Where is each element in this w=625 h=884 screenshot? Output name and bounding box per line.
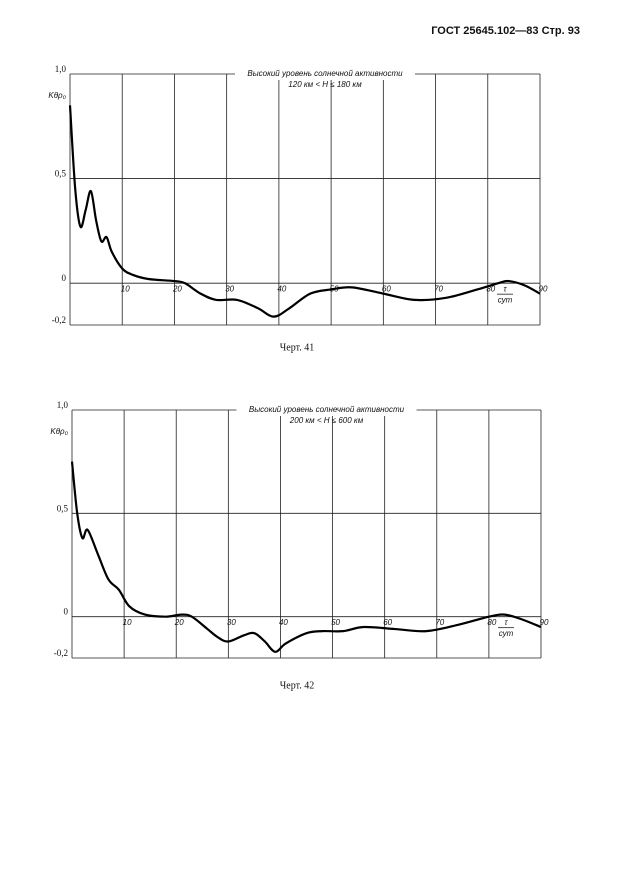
chart-subtitle: 120 км < H ≤ 180 км	[288, 80, 362, 89]
y-axis-label: Kθρ₀	[48, 91, 66, 100]
x-tick-label: 80	[487, 618, 496, 627]
x-tick-label: 30	[225, 284, 234, 293]
data-line	[68, 105, 541, 318]
chart-title: Высокий уровень солнечной активности	[247, 69, 403, 78]
x-tick-label: 20	[174, 618, 184, 627]
y-tick-label: 0	[64, 607, 69, 617]
x-tick-label: 10	[121, 284, 130, 293]
x-tick-label: 30	[227, 618, 236, 627]
x-tick-label: 40	[279, 618, 288, 627]
x-axis-label: сут	[498, 295, 513, 304]
x-tick-label: 90	[540, 618, 549, 627]
x-tick-label: 60	[382, 284, 391, 293]
x-tick-label: 10	[123, 618, 132, 627]
x-tick-label: 50	[331, 618, 340, 627]
y-tick-label: 0,5	[55, 169, 67, 179]
y-tick-label: 0	[62, 273, 67, 283]
x-axis-label: сут	[499, 629, 514, 638]
y-tick-label: 1,0	[57, 400, 69, 410]
data-line	[70, 461, 542, 653]
chart-subtitle: 200 км < H ≤ 600 км	[289, 416, 364, 425]
y-axis-label: Kθρ₀	[50, 427, 68, 436]
x-tick-label: 70	[435, 618, 444, 627]
x-tick-label: 70	[434, 284, 443, 293]
page-header: ГОСТ 25645.102—83 Стр. 93	[431, 25, 580, 37]
y-tick-label: 0,5	[57, 503, 69, 513]
title-bg	[236, 404, 417, 416]
chart-caption: Черт. 42	[280, 680, 314, 691]
chart-title: Высокий уровень солнечной активности	[249, 405, 405, 414]
x-axis-label: τ	[505, 618, 509, 627]
y-tick-label: -0,2	[52, 315, 66, 325]
y-tick-label: 1,0	[55, 64, 67, 74]
x-tick-label: 80	[486, 284, 495, 293]
y-tick-label: -0,2	[54, 648, 68, 658]
title-bg	[235, 68, 415, 80]
x-tick-label: 60	[383, 618, 392, 627]
chart-caption: Черт. 41	[280, 342, 314, 353]
x-tick-label: 40	[277, 284, 286, 293]
x-tick-label: 90	[539, 284, 548, 293]
x-tick-label: 20	[172, 284, 182, 293]
x-axis-label: τ	[504, 284, 508, 293]
